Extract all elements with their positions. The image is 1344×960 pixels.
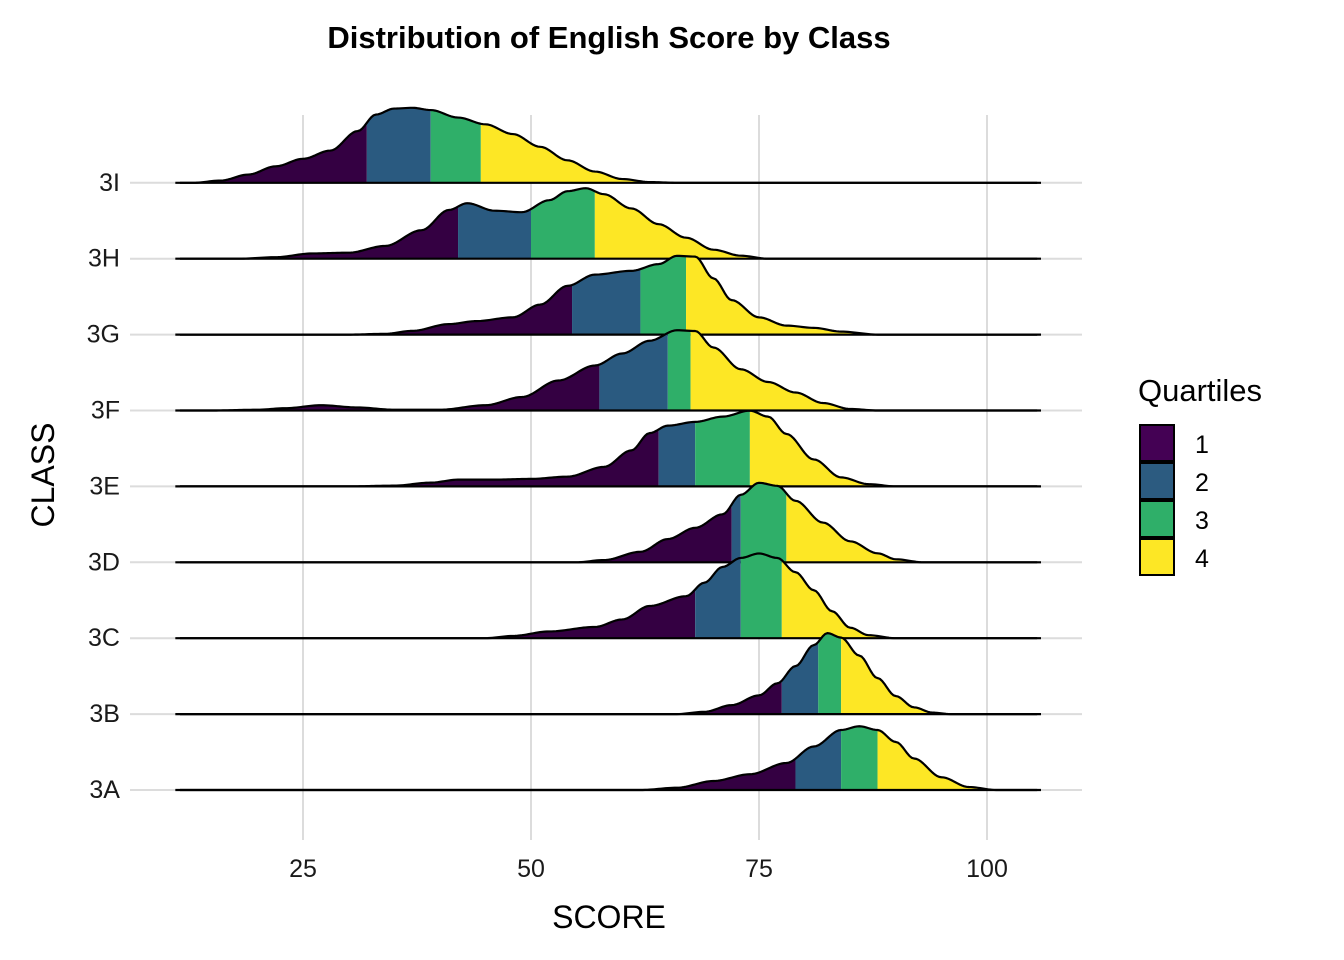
y-tick-label: 3A: [89, 776, 120, 804]
y-tick-label: 3D: [88, 548, 120, 576]
y-tick-label: 3B: [89, 700, 120, 728]
x-tick-label: 75: [745, 855, 773, 883]
ridge-3A: [175, 725, 1041, 792]
y-tick-labels: 3A 3B 3C 3D 3E 3F 3G 3H 3I: [87, 169, 121, 804]
quartile-4-area: [480, 123, 1038, 183]
quartile-2-area: [572, 269, 641, 335]
y-tick-label: 3I: [99, 169, 120, 197]
ridge-3G: [175, 254, 1041, 336]
quartile-3-area: [841, 726, 878, 790]
ridge-plot-area: [175, 106, 1041, 792]
legend-swatch: [1139, 538, 1175, 576]
quartile-4-area: [749, 410, 1038, 487]
quartile-2-area: [795, 730, 842, 790]
y-tick-label: 3C: [88, 624, 120, 652]
quartile-4-area: [686, 256, 1038, 335]
legend-swatch: [1139, 500, 1175, 538]
quartile-3-area: [695, 410, 750, 487]
x-axis-title: SCORE: [552, 899, 666, 935]
y-tick-label: 3E: [89, 472, 120, 500]
legend-title: Quartiles: [1138, 373, 1262, 408]
quartile-1-area: [175, 680, 782, 715]
quartile-4-area: [594, 191, 1038, 259]
legend-label: 4: [1195, 545, 1209, 573]
legend-swatch: [1139, 424, 1175, 462]
quartile-4-area: [841, 637, 1038, 715]
density-outline: [175, 632, 1038, 716]
chart-title: Distribution of English Score by Class: [327, 20, 890, 55]
y-axis-title: CLASS: [25, 423, 61, 528]
x-tick-label: 50: [517, 855, 545, 883]
quartile-3-area: [640, 255, 687, 335]
quartile-4-area: [690, 330, 1038, 411]
quartile-3-area: [740, 553, 782, 639]
ridge-3F: [175, 329, 1041, 412]
quartile-4-area: [781, 560, 1038, 639]
quartile-3-area: [818, 633, 842, 715]
legend-swatch: [1139, 462, 1175, 500]
density-outline: [175, 481, 1038, 564]
ridge-3H: [175, 187, 1041, 260]
quartile-1-area: [175, 285, 573, 335]
quartile-2-area: [458, 203, 531, 259]
x-tick-label: 25: [289, 855, 317, 883]
x-tick-label: 100: [966, 855, 1008, 883]
quartile-1-area: [175, 758, 796, 790]
quartile-2-area: [599, 332, 668, 411]
quartile-1-area: [175, 589, 696, 639]
quartile-3-area: [667, 330, 691, 411]
legend: Quartiles 1 2 3 4: [1138, 373, 1262, 576]
quartile-1-area: [175, 122, 367, 183]
ridge-3D: [175, 481, 1041, 564]
quartile-1-area: [175, 206, 459, 259]
quartile-2-area: [366, 107, 431, 183]
quartile-3-area: [430, 110, 481, 183]
quartile-3-area: [531, 188, 595, 259]
quartile-3-area: [740, 482, 787, 563]
quartile-1-area: [175, 504, 732, 563]
quartile-4-area: [877, 730, 1038, 790]
y-tick-label: 3H: [88, 245, 120, 273]
ridge-3I: [175, 106, 1041, 184]
quartile-1-area: [175, 364, 600, 411]
legend-label: 2: [1195, 469, 1209, 497]
quartile-4-area: [786, 493, 1038, 563]
y-tick-label: 3F: [91, 397, 120, 425]
quartile-2-area: [695, 557, 741, 639]
legend-label: 3: [1195, 507, 1209, 535]
ridge-3E: [175, 409, 1041, 488]
quartile-2-area: [731, 494, 741, 563]
quartile-1-area: [175, 429, 659, 487]
legend-label: 1: [1195, 431, 1209, 459]
ridge-3B: [175, 632, 1041, 716]
quartile-2-area: [781, 641, 819, 715]
y-tick-label: 3G: [87, 321, 120, 349]
x-tick-labels: 25 50 75 100: [289, 855, 1008, 883]
quartile-2-area: [658, 421, 696, 487]
ridge-3C: [175, 552, 1041, 640]
